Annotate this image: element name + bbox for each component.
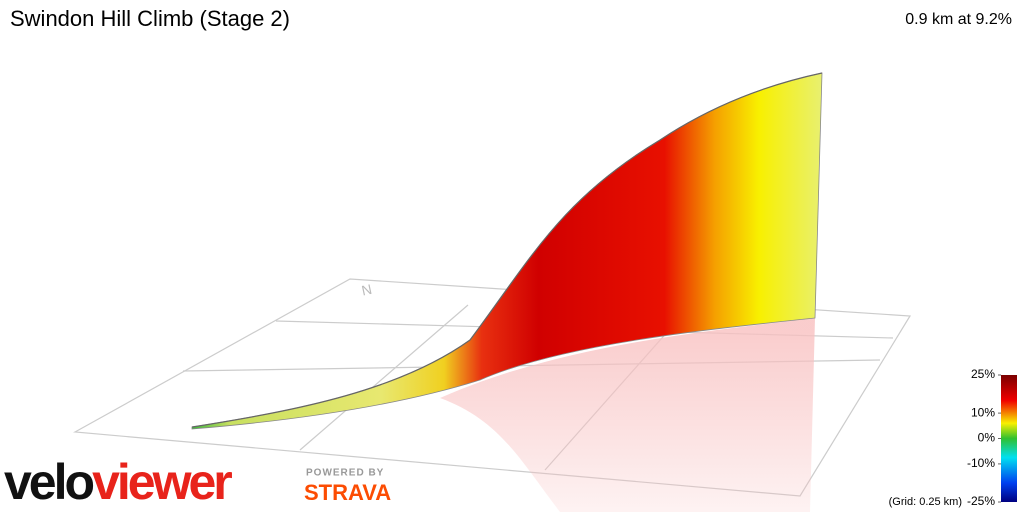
grid-note: (Grid: 0.25 km)	[889, 496, 962, 508]
profile-line	[191, 72, 823, 428]
powered-by: POWERED BY	[306, 468, 384, 479]
legend-label: 10%	[971, 405, 995, 419]
legend-label: -10%	[967, 456, 995, 470]
legend-label: -25%	[967, 494, 995, 508]
gradient-bar	[1001, 375, 1017, 502]
summary: 0.9 km at 9.2%	[905, 11, 1012, 28]
legend-label: 0%	[978, 431, 996, 445]
legend: 25% 10% 0% -10% -25%	[967, 367, 1001, 508]
shadow	[440, 318, 815, 512]
partner: STRAVA	[304, 480, 391, 505]
legend-label: 25%	[971, 367, 995, 381]
logo: veloviewer	[4, 454, 232, 510]
compass: N	[360, 281, 373, 299]
title: Swindon Hill Climb (Stage 2)	[10, 6, 290, 31]
